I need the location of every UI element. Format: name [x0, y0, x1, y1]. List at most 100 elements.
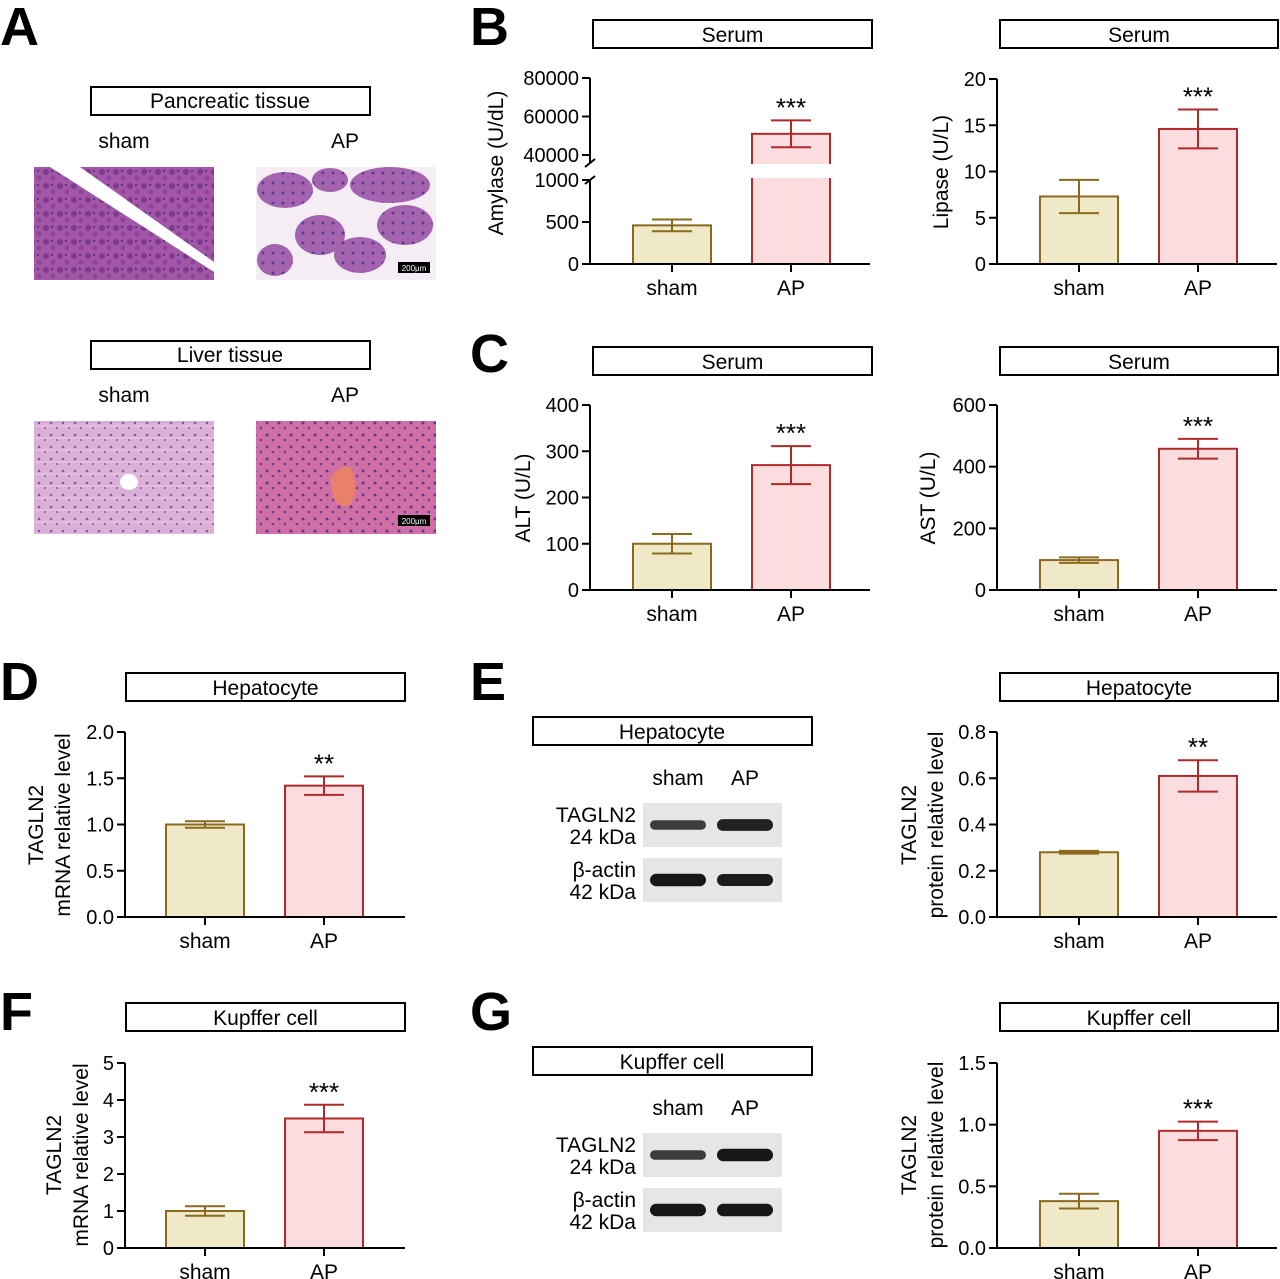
band: [650, 1203, 706, 1217]
chart-2: Serum ALT (U/L) sham *** AP 0 100 200 300 400: [512, 346, 873, 626]
panel-letter-d: D: [0, 652, 39, 712]
y-tick-label: 10: [964, 162, 986, 184]
band: [717, 1148, 773, 1162]
y-axis-label: mRNA relative level: [70, 1063, 93, 1246]
y-tick-label: 2.0: [86, 722, 114, 744]
y-tick-label: 0: [975, 580, 986, 602]
chart-1: Serum Lipase (U/L) sham *** AP 0 5 10 15 20: [930, 19, 1279, 300]
y-tick-label: 0: [568, 580, 579, 602]
bar-AP: [1158, 774, 1238, 918]
pancreas-title-box: [90, 86, 371, 116]
bar-AP: [751, 132, 831, 265]
molecular-weight: 42 kDa: [569, 1211, 636, 1234]
y-tick-label: 500: [546, 212, 579, 234]
liver-sham-image: [34, 421, 214, 534]
x-tick-label: AP: [777, 277, 805, 300]
y-tick-label: 0.2: [958, 861, 986, 883]
chart-title: Serum: [702, 24, 764, 47]
chart-title: Kupffer cell: [1087, 1007, 1192, 1030]
panel-letter-b: B: [470, 0, 509, 57]
y-tick-label: 0.8: [958, 722, 986, 744]
y-tick-label: 1000: [535, 170, 580, 192]
x-tick-label: AP: [1184, 277, 1212, 300]
x-tick-label: sham: [1053, 603, 1104, 626]
significance-marker: ***: [1183, 411, 1213, 441]
y-tick-label: 1: [103, 1201, 114, 1223]
x-tick-label: sham: [646, 603, 697, 626]
significance-marker: ***: [309, 1077, 339, 1107]
chart-title: Hepatocyte: [212, 677, 318, 700]
scale-bar-label: 200μm: [402, 517, 427, 526]
molecular-weight: 42 kDa: [569, 881, 636, 904]
band: [717, 873, 773, 887]
significance-marker: ***: [1183, 1094, 1213, 1124]
x-tick-label: AP: [1184, 1261, 1212, 1279]
y-tick-label: 0: [568, 254, 579, 276]
protein-name: β-actin: [573, 859, 636, 882]
band: [650, 820, 706, 830]
y-tick-label: 2: [103, 1164, 114, 1186]
y-tick-label: 1.0: [86, 815, 114, 837]
y-tick-label: 0.5: [86, 861, 114, 883]
significance-marker: ***: [776, 418, 806, 448]
chart-title-box: [592, 19, 873, 49]
bar-sham: [1039, 559, 1119, 592]
chart-title-box: [125, 1002, 406, 1032]
y-tick-label: 200: [546, 488, 579, 510]
blot-title: Hepatocyte: [619, 721, 725, 744]
bar-sham: [165, 823, 245, 918]
liver-ap-label: AP: [331, 384, 359, 407]
band: [650, 1150, 706, 1160]
lane-label: sham: [652, 767, 703, 790]
chart-7: Kupffer cell TAGLN2 protein relative level…: [898, 1002, 1279, 1279]
x-tick-label: AP: [1184, 930, 1212, 953]
significance-marker: **: [314, 748, 334, 778]
y-tick-label: 40000: [523, 145, 579, 167]
x-tick-label: AP: [310, 1261, 338, 1279]
y-tick-label: 5: [975, 208, 986, 230]
y-tick-label: 0.0: [958, 1238, 986, 1260]
y-tick-label: 1.5: [86, 768, 114, 790]
panel-letter-c: C: [470, 324, 509, 384]
panel-letter-g: G: [470, 982, 512, 1042]
band: [650, 873, 706, 887]
y-axis-label: TAGLN2: [25, 785, 48, 865]
y-tick-label: 400: [546, 395, 579, 417]
y-axis-label: mRNA relative level: [52, 733, 75, 916]
y-tick-label: 0: [103, 1238, 114, 1260]
bar-AP: [284, 1117, 364, 1249]
y-axis-label: protein relative level: [925, 1062, 948, 1249]
liver-title-box: [90, 340, 371, 370]
bar-AP: [1158, 1129, 1238, 1250]
protein-name: TAGLN2: [556, 1134, 636, 1157]
chart-title: Serum: [702, 351, 764, 374]
band: [717, 819, 773, 831]
x-tick-label: sham: [1053, 930, 1104, 953]
chart-title: Hepatocyte: [1086, 677, 1192, 700]
bar-AP: [284, 784, 364, 919]
y-tick-label: 1.5: [958, 1053, 986, 1075]
y-tick-label: 0: [975, 254, 986, 276]
chart-3: Serum AST (U/L) sham *** AP 0 200 400 600: [917, 346, 1279, 626]
x-tick-label: AP: [1184, 603, 1212, 626]
pancreas-ap-image: 200μm: [256, 167, 436, 280]
x-tick-label: sham: [179, 930, 230, 953]
chart-title-box: [999, 672, 1279, 702]
y-tick-label: 15: [964, 115, 986, 137]
chart-title: Kupffer cell: [213, 1007, 318, 1030]
y-tick-label: 80000: [523, 68, 579, 90]
y-tick-label: 100: [546, 534, 579, 556]
chart-title-box: [592, 346, 873, 376]
y-tick-label: 0.0: [958, 907, 986, 929]
liver-title: Liver tissue: [177, 344, 283, 367]
y-axis-label: Lipase (U/L): [930, 115, 953, 229]
chart-title-box: [125, 672, 406, 702]
x-tick-label: AP: [777, 603, 805, 626]
liver-ap-image: 200μm: [256, 421, 436, 534]
lane-label: AP: [731, 767, 759, 790]
bar-AP: [1158, 447, 1238, 591]
y-axis-label: TAGLN2: [43, 1115, 66, 1195]
